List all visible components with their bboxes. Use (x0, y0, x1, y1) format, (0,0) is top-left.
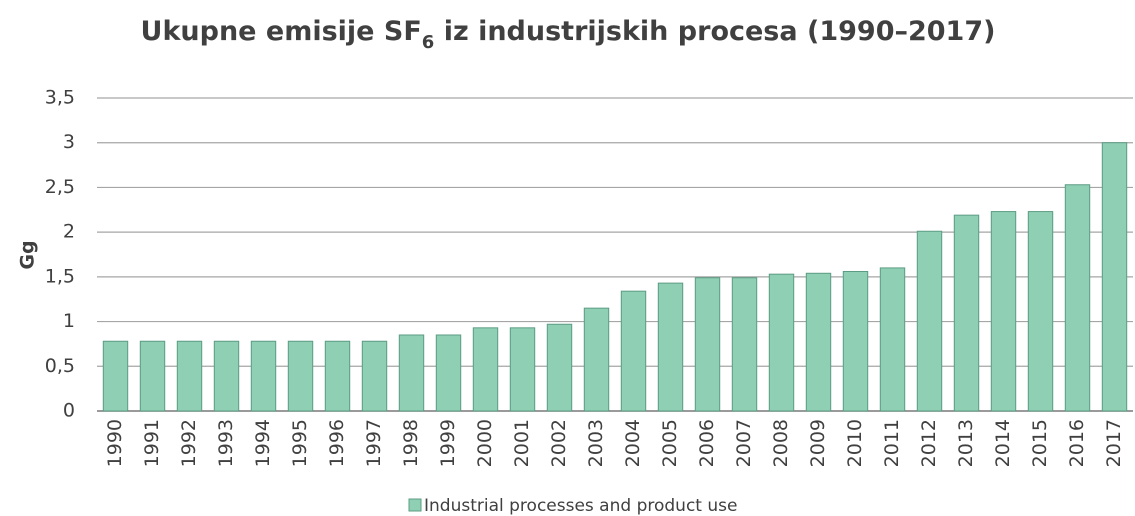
x-tick-label: 2005 (659, 419, 681, 467)
bar (731, 277, 758, 412)
y-tick-label: 2,5 (45, 176, 75, 198)
x-tick-label: 2006 (696, 419, 718, 467)
x-tick-label: 2011 (881, 419, 903, 467)
x-tick-label: 2001 (511, 419, 533, 467)
bar (1064, 184, 1091, 412)
bar (509, 327, 536, 412)
bar (1027, 211, 1054, 412)
x-tick-label: 2012 (918, 419, 940, 467)
x-tick-label: 1997 (363, 419, 385, 467)
bar (361, 340, 388, 412)
title-subscript: 6 (422, 32, 435, 53)
x-tick-label: 1991 (141, 419, 163, 467)
bar (768, 273, 795, 412)
x-tick-label: 1999 (437, 419, 459, 467)
chart-title: Ukupne emisije SF6 iz industrijskih proc… (141, 16, 996, 53)
x-tick-label: 2008 (770, 419, 792, 467)
x-tick-label: 2014 (992, 419, 1014, 467)
bar (324, 340, 351, 412)
x-tick-label: 2000 (474, 419, 496, 467)
x-tick-label: 2004 (622, 419, 644, 467)
x-tick-label: 1998 (400, 419, 422, 467)
bar (102, 340, 129, 412)
bar (435, 334, 462, 412)
x-tick-label: 2002 (548, 419, 570, 467)
x-tick-label: 2013 (955, 419, 977, 467)
bar (916, 230, 943, 412)
x-tick-label: 2015 (1029, 419, 1051, 467)
x-tick-label: 2007 (733, 419, 755, 467)
y-axis-label: Gg (17, 240, 39, 269)
x-tick-label: 1992 (178, 419, 200, 467)
x-tick-label: 1993 (215, 419, 237, 467)
bar (953, 214, 980, 412)
bar (657, 282, 684, 412)
x-tick-label: 2016 (1066, 419, 1088, 467)
title-text: Ukupne emisije SF (141, 16, 422, 47)
y-tick-label: 3 (63, 131, 75, 153)
title-text: iz industrijskih procesa (1990–2017) (434, 16, 995, 47)
bar (805, 272, 832, 412)
x-tick-label: 1990 (104, 419, 126, 467)
x-tick-label: 2010 (844, 419, 866, 467)
legend-label: Industrial processes and product use (424, 496, 737, 516)
bar (176, 340, 203, 412)
bar (879, 267, 906, 412)
bar (213, 340, 240, 412)
y-tick-label: 3,5 (45, 87, 75, 109)
bar (620, 290, 647, 412)
bar (472, 327, 499, 412)
bar (694, 277, 721, 412)
x-tick-label: 2009 (807, 419, 829, 467)
bar (990, 211, 1017, 412)
x-tick-label: 2003 (585, 419, 607, 467)
y-tick-label: 1 (63, 310, 75, 332)
bar (250, 340, 277, 412)
x-tick-label: 1995 (289, 419, 311, 467)
bar (287, 340, 314, 412)
y-tick-label: 1,5 (45, 265, 75, 287)
bar (546, 323, 573, 412)
x-tick-label: 1994 (252, 419, 274, 467)
bar (842, 270, 869, 412)
x-tick-label: 2017 (1103, 419, 1125, 467)
legend-swatch (408, 498, 422, 512)
bar (1101, 142, 1128, 412)
x-tick-label: 1996 (326, 419, 348, 467)
bar (583, 307, 610, 412)
bar (139, 340, 166, 412)
y-tick-label: 0 (63, 400, 75, 422)
bar (398, 334, 425, 412)
y-tick-label: 2 (63, 221, 75, 243)
y-tick-label: 0,5 (45, 355, 75, 377)
